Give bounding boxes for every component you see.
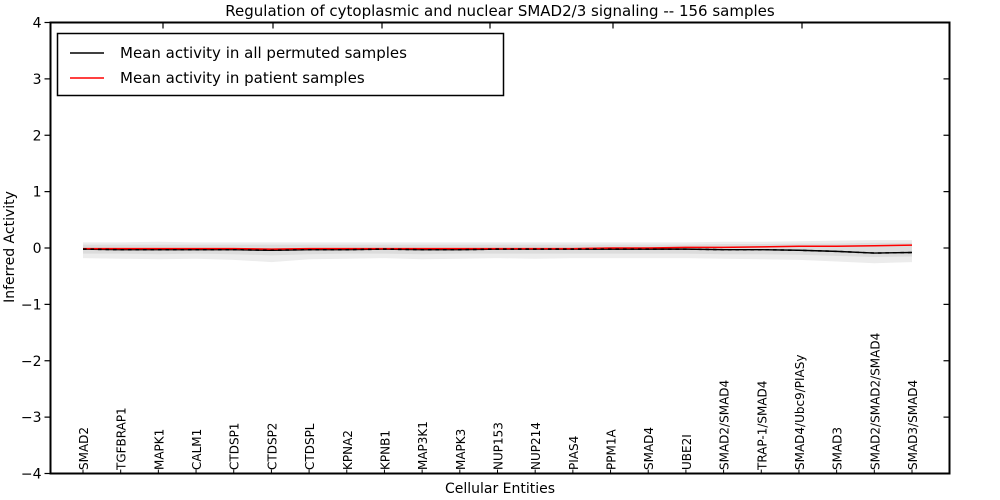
y-axis-label: Inferred Activity <box>2 191 18 303</box>
plot-frame <box>49 21 951 475</box>
x-category-label: SMAD2 <box>77 427 91 470</box>
x-category-label: CTDSPL <box>303 423 317 470</box>
x-category-label: SMAD4/Ubc9/PIASy <box>793 355 807 470</box>
x-category-label: PPM1A <box>605 429 619 470</box>
x-axis-label: Cellular Entities <box>445 481 555 497</box>
x-category-label: SMAD2/SMAD4 <box>718 380 732 470</box>
y-tick-label: 2 <box>33 128 42 144</box>
legend: Mean activity in all permuted samples Me… <box>56 32 505 97</box>
x-category-label: SMAD3/SMAD4 <box>906 380 920 470</box>
legend-label-patient: Mean activity in patient samples <box>120 69 365 87</box>
x-category-label: MAPK3 <box>454 429 468 470</box>
x-category-label: TGFBRAP1 <box>115 407 129 471</box>
x-category-label: SMAD3 <box>831 427 845 470</box>
x-category-label: KPNA2 <box>341 430 355 470</box>
x-category-label: CTDSP1 <box>228 423 242 470</box>
plot-area: 4 3 2 1 0 −1 −2 −3 −4 SMAD2 TGFBRAP1 MAPK1 CALM1 CTDS… <box>21 16 950 483</box>
y-tick-label: −2 <box>21 354 42 370</box>
y-tick-label: 4 <box>33 16 42 32</box>
x-category-label: NUP153 <box>492 422 506 470</box>
legend-label-permuted: Mean activity in all permuted samples <box>120 44 407 62</box>
y-tick-label: −4 <box>21 467 42 483</box>
x-category-label: CTDSP2 <box>265 423 279 470</box>
y-tick-label: 0 <box>33 241 42 257</box>
x-category-label: UBE2I <box>680 434 694 470</box>
permuted-mean-line-dashes <box>82 248 913 254</box>
x-category-label: MAP3K1 <box>416 421 430 470</box>
x-category-label: KPNB1 <box>378 430 392 470</box>
x-category-label: NUP214 <box>529 422 543 470</box>
chart-title: Regulation of cytoplasmic and nuclear SM… <box>225 2 775 20</box>
x-category-label: MAPK1 <box>152 429 166 470</box>
x-category-label: SMAD4 <box>642 427 656 470</box>
x-category-label: CALM1 <box>190 429 204 470</box>
y-tick-label: 3 <box>33 72 42 88</box>
legend-box <box>56 32 505 97</box>
x-category-label: TRAP-1/SMAD4 <box>755 381 769 471</box>
y-tick-label: −3 <box>21 410 42 426</box>
inner-uncertainty-band <box>83 242 912 258</box>
y-tick-label: 1 <box>33 185 42 201</box>
x-category-label: PIAS4 <box>567 436 581 470</box>
x-category-label: SMAD2/SMAD2/SMAD4 <box>868 333 882 470</box>
y-tick-label: −1 <box>21 297 42 313</box>
